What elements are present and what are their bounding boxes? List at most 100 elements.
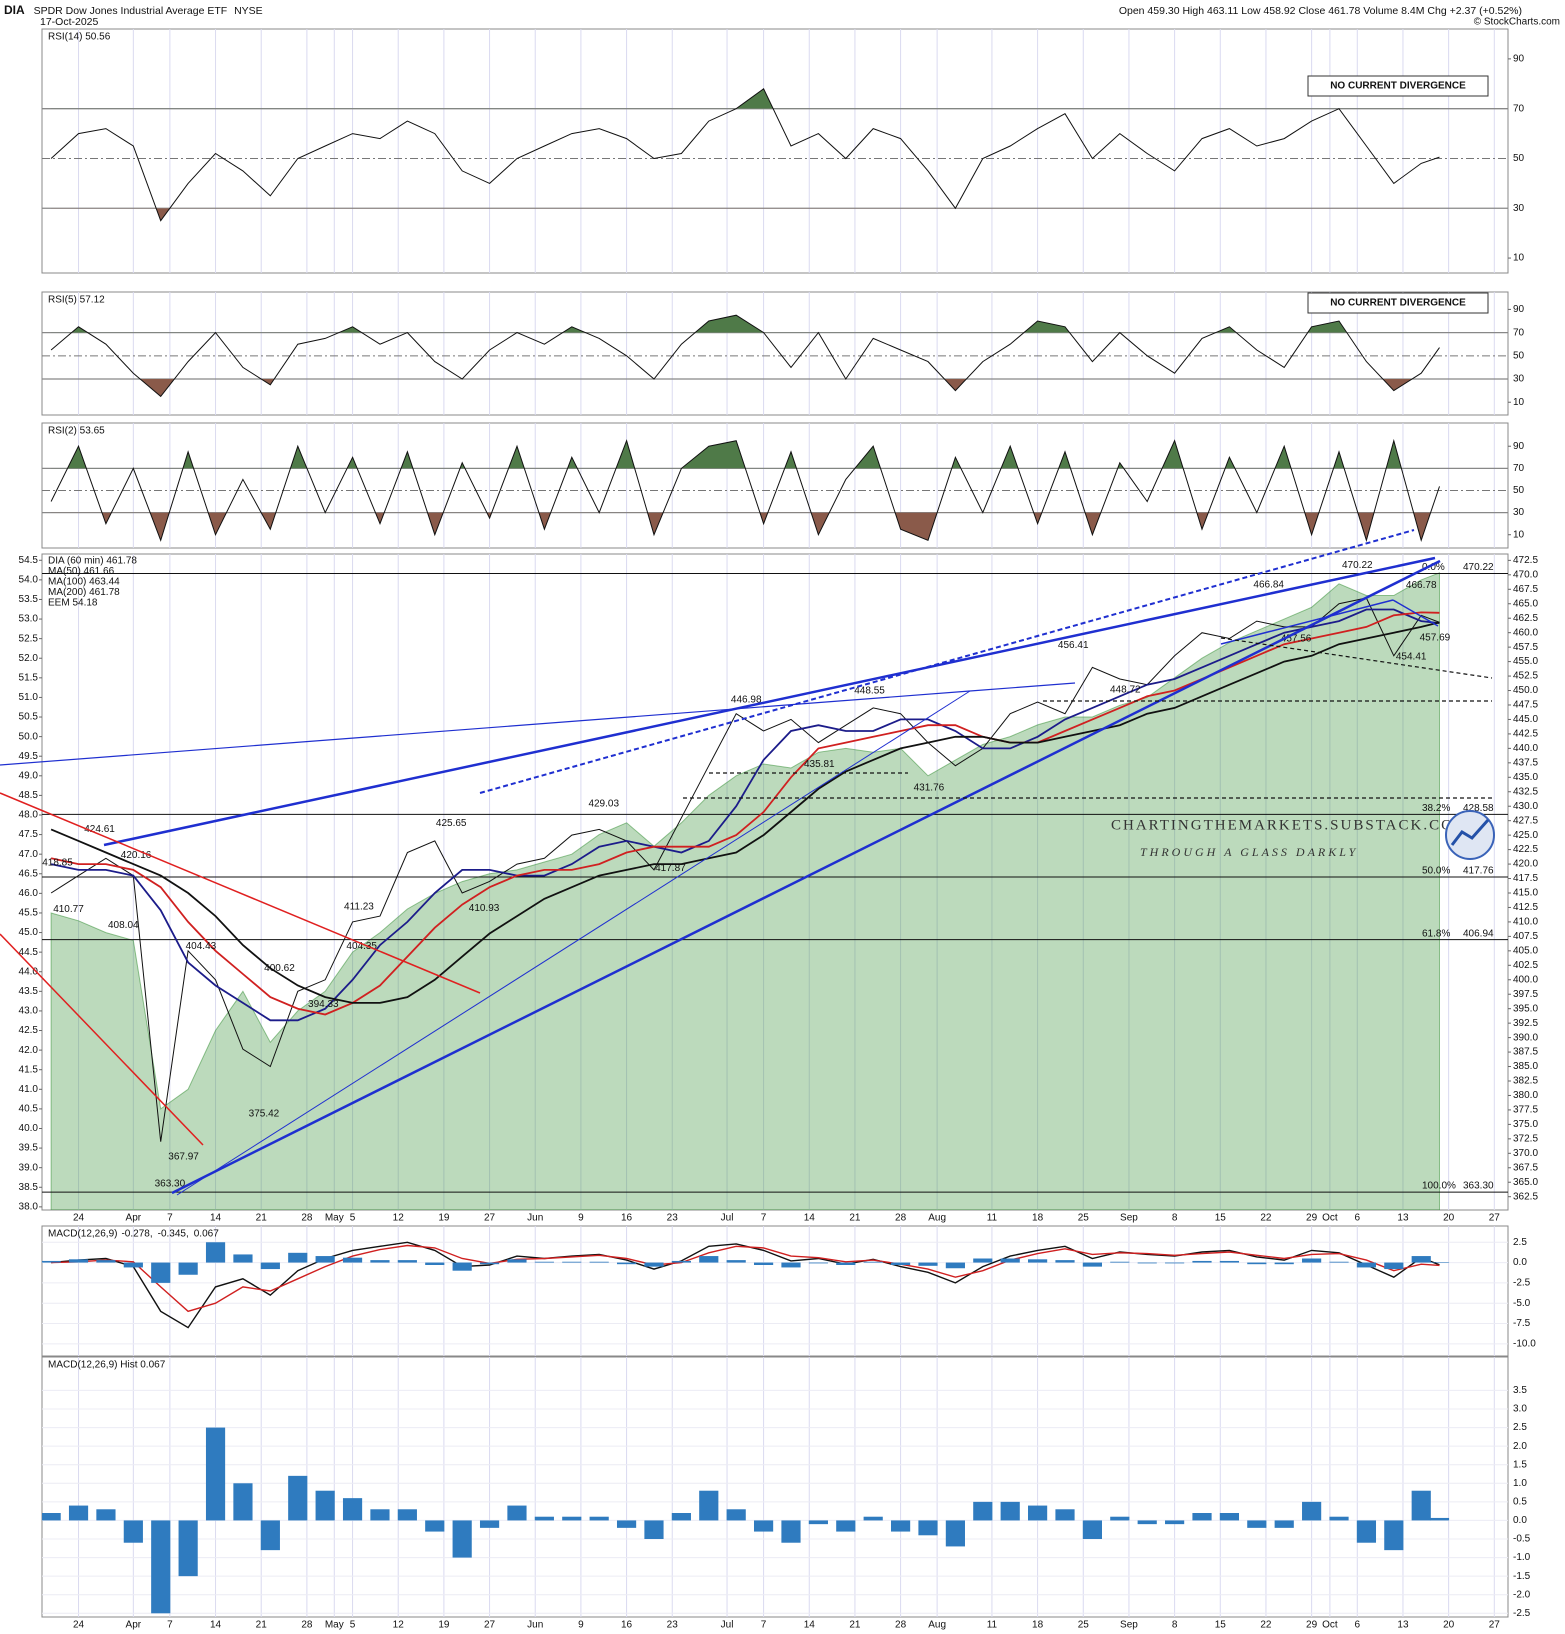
y-tick-label: 10 [1513,529,1525,540]
panel-body [42,438,1508,543]
histogram-bar [370,1509,390,1521]
y2-tick-label: 44.0 [19,966,39,977]
fib-ratio: 100.0% [1422,1181,1456,1192]
panel-frame [41,553,1509,1211]
histogram-bar [945,1262,965,1269]
moving-average [50,608,1440,1022]
histogram-bar [1384,1262,1404,1270]
histogram-bar [836,1262,856,1265]
annotation: NO CURRENT DIVERGENCE [1330,81,1466,92]
y-tick-label: 470.0 [1513,569,1538,580]
x-tick-label: 23 [667,1620,679,1631]
histogram-bar [808,1520,828,1525]
y2-tick-label: 42.0 [19,1045,39,1056]
price-label: 394.33 [308,999,339,1010]
x-tick-label: 24 [73,1620,85,1631]
y2-tick-label: 43.0 [19,1006,39,1017]
trendline [1392,599,1439,627]
y-tick-label: 377.5 [1513,1105,1538,1116]
histogram-bar [1028,1505,1048,1521]
y-tick-label: 90 [1513,304,1525,315]
x-tick-label: 14 [804,1620,816,1631]
histogram-bar [425,1262,445,1265]
x-tick-label: Apr [126,1620,142,1631]
security-name: SPDR Dow Jones Industrial Average ETF [34,5,228,17]
histogram-bar [233,1254,253,1263]
histogram-bar [863,1261,883,1263]
price-label: 418.85 [42,857,73,868]
histogram-bar [891,1520,911,1532]
histogram-bar [781,1262,801,1268]
histogram-bar [589,1261,609,1263]
histogram-bar [260,1520,280,1551]
histogram-bar [1137,1262,1157,1264]
legend-entry: -0.345, [158,1229,189,1240]
credit: © StockCharts.com [1474,17,1560,28]
x-tick-label: 27 [1489,1213,1501,1224]
histogram-bar [781,1520,801,1543]
panel-line: 362.5 365.0 367.5 370.0 372.5 375.0 377.5 380.0… [19,553,1538,1224]
fib-value: 406.94 [1463,928,1494,939]
exchange: NYSE [234,5,263,17]
y2-tick-label: 38.5 [19,1182,39,1193]
legend-entry: MA(100) 463.44 [48,577,120,588]
y2-tick-label: 46.0 [19,888,39,899]
y-tick-label: 30 [1513,203,1525,214]
y-tick-label: -1.5 [1513,1571,1531,1582]
y2-tick-label: 40.0 [19,1123,39,1134]
x-tick-label: 28 [895,1620,907,1631]
trendline [969,682,1076,692]
y2-tick-label: 38.0 [19,1202,39,1213]
histogram-bar [753,1262,774,1265]
x-tick-label: 19 [438,1213,450,1224]
panel-rsi: 10 30 50 70 90 RSI(14) 50.56 NO CURRENT DIVERG… [41,28,1525,274]
histogram-bar [1110,1516,1130,1521]
x-tick-label: May [325,1213,344,1224]
price-label: 420.16 [121,850,152,861]
histogram-bar [205,1242,226,1263]
y2-tick-label: 47.5 [19,829,39,840]
histogram-bar [1219,1513,1240,1521]
histogram-bar [1429,1517,1450,1521]
y-tick-label: 370.0 [1513,1148,1538,1159]
x-tick-label: 7 [761,1213,767,1224]
histogram-bar [1274,1262,1294,1265]
histogram-bar [1082,1520,1102,1539]
x-tick-label: 16 [621,1213,633,1224]
y-tick-label: -2.5 [1513,1278,1531,1289]
legend-entry: DIA (60 min) 461.78 [48,556,137,567]
x-tick-label: 6 [1355,1213,1361,1224]
y-tick-label: 472.5 [1513,555,1538,566]
fib-value: 428.58 [1463,803,1494,814]
histogram-bar [1411,1256,1431,1263]
y2-tick-label: 53.5 [19,594,39,605]
y2-tick-label: 50.0 [19,731,39,742]
histogram-bar [479,1262,500,1265]
panel-body [42,88,1508,222]
price-label: 410.93 [469,903,500,914]
histogram-bar [1411,1490,1431,1521]
y-tick-label: 415.0 [1513,888,1538,899]
x-tick-label: 29 [1306,1620,1318,1631]
y-tick-label: 392.5 [1513,1018,1538,1029]
price-label: 408.04 [108,920,139,931]
histogram-bar [507,1259,527,1263]
price-label: 400.62 [264,963,295,974]
histogram-bar [479,1520,500,1528]
histogram-bar [534,1261,554,1263]
price-label: 457.56 [1281,633,1312,644]
panel-title: RSI(14) 50.56 [48,32,111,43]
x-tick-label: 14 [210,1213,222,1224]
x-tick-label: 7 [761,1620,767,1631]
x-tick-label: Aug [928,1213,946,1224]
histogram-bar [342,1257,363,1263]
fib-ratio: 61.8% [1422,928,1450,939]
y-tick-label: 50 [1513,350,1525,361]
histogram-bar [178,1262,198,1275]
y-tick-label: 432.5 [1513,786,1538,797]
date: 17-Oct-2025 [40,16,99,28]
x-tick-label: 21 [256,1213,268,1224]
histogram-bar [342,1498,363,1521]
price-label: 424.61 [84,824,115,835]
x-tick-label: 7 [167,1213,173,1224]
